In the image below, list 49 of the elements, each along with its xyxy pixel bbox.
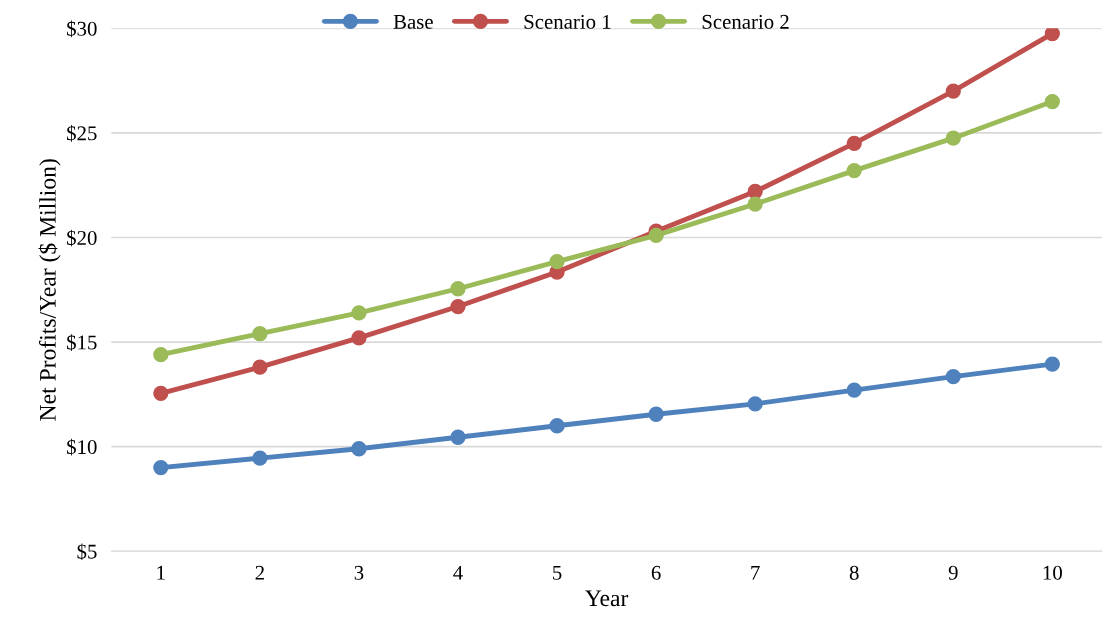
point bbox=[252, 359, 268, 375]
y-tick-label: $25 bbox=[67, 125, 97, 142]
x-tick-label: 7 bbox=[751, 565, 760, 580]
y-axis-title: Net Profits/Year ($ Million) bbox=[38, 159, 61, 421]
point bbox=[450, 429, 466, 445]
point bbox=[351, 305, 367, 321]
legend-label: Scenario 2 bbox=[702, 14, 789, 29]
point bbox=[747, 183, 763, 200]
point bbox=[648, 406, 664, 422]
y-tick-label: $30 bbox=[67, 20, 97, 38]
y-tick-label: $20 bbox=[67, 229, 97, 247]
x-tick-label: 9 bbox=[948, 565, 958, 580]
point bbox=[846, 382, 862, 398]
x-tick-label: 2 bbox=[255, 565, 264, 580]
point bbox=[153, 347, 169, 363]
x-tick-label: 1 bbox=[157, 565, 165, 580]
point bbox=[153, 459, 169, 476]
point bbox=[945, 368, 961, 385]
point bbox=[450, 298, 466, 315]
legend-label: Scenario 1 bbox=[524, 14, 611, 29]
point bbox=[648, 227, 664, 244]
point bbox=[747, 196, 763, 212]
point bbox=[153, 385, 169, 401]
y-tick-label: $15 bbox=[67, 334, 97, 351]
legend-label: Base bbox=[393, 15, 433, 29]
point bbox=[351, 330, 367, 346]
point bbox=[1044, 356, 1060, 372]
point bbox=[1044, 93, 1060, 110]
point bbox=[549, 253, 565, 270]
point bbox=[549, 418, 565, 434]
y-tick-label: $10 bbox=[67, 438, 97, 456]
point bbox=[747, 396, 763, 412]
x-tick-label: 5 bbox=[553, 565, 562, 580]
point bbox=[945, 130, 961, 146]
y-tick-label: $5 bbox=[77, 543, 97, 561]
x-tick-label: 8 bbox=[849, 565, 859, 580]
point bbox=[1044, 28, 1060, 42]
point bbox=[252, 450, 268, 466]
point bbox=[945, 83, 961, 99]
point bbox=[252, 326, 268, 342]
point bbox=[846, 135, 862, 152]
point bbox=[450, 281, 466, 297]
x-tick-label: 6 bbox=[651, 565, 661, 580]
x-axis-title: Year bbox=[585, 590, 629, 607]
x-tick-label: 4 bbox=[453, 565, 463, 580]
x-tick-label: 10 bbox=[1043, 565, 1062, 580]
point bbox=[846, 162, 862, 179]
point bbox=[351, 441, 367, 457]
x-tick-label: 3 bbox=[354, 565, 364, 580]
